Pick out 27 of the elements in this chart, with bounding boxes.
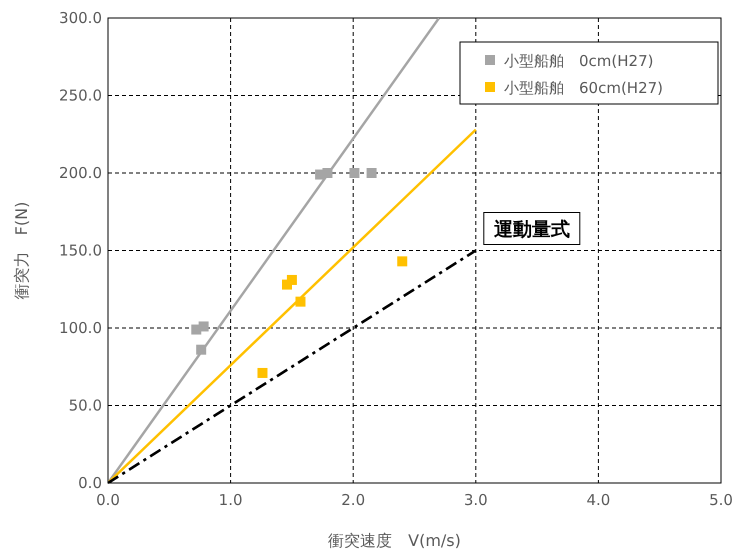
y-tick-label: 250.0	[59, 86, 102, 104]
series-label: 運動量式	[492, 218, 570, 240]
y-tick-label: 50.0	[68, 396, 102, 414]
x-tick-label: 0.0	[96, 491, 120, 509]
point	[397, 256, 408, 266]
x-axis-title: 衝突速度 V(m/s)	[328, 531, 461, 550]
point	[286, 274, 297, 285]
point	[295, 296, 306, 307]
y-tick-label: 0.0	[78, 474, 102, 492]
legend-label: 小型船舶 60cm(H27)	[504, 79, 664, 97]
x-tick-label: 1.0	[218, 491, 243, 509]
point	[322, 168, 332, 178]
y-tick-label: 200.0	[59, 164, 102, 182]
point	[366, 168, 377, 178]
legend-label: 小型船舶 0cm(H27)	[504, 52, 654, 70]
x-tick-label: 3.0	[464, 491, 488, 509]
x-tick-label: 4.0	[586, 491, 610, 509]
point	[349, 168, 360, 178]
y-tick-label: 100.0	[59, 319, 102, 337]
y-tick-label: 150.0	[59, 242, 102, 260]
y-axis-title: 衝突力 F(N)	[12, 202, 31, 300]
y-tick-label: 300.0	[59, 9, 102, 27]
point	[196, 344, 206, 355]
x-tick-label: 5.0	[709, 491, 733, 509]
point	[198, 321, 209, 332]
point	[257, 368, 268, 378]
x-tick-label: 2.0	[341, 491, 366, 509]
